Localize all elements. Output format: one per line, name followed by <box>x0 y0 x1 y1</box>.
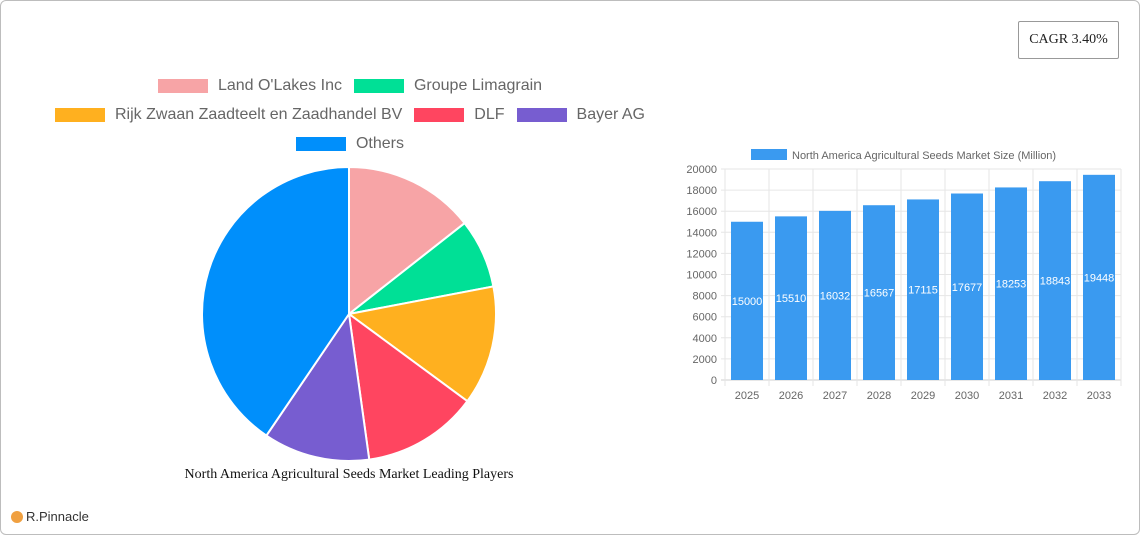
pie-slice-dlf[interactable] <box>347 311 469 461</box>
legend-item-dlf[interactable]: DLF <box>414 106 505 124</box>
brand-logo: R.Pinnacle <box>11 509 89 524</box>
x-tick-label: 2030 <box>955 390 979 402</box>
bar-value-label: 16567 <box>864 288 895 300</box>
bar-value-label: 15000 <box>732 296 763 308</box>
legend-swatch <box>516 108 567 122</box>
bar-value-label: 17677 <box>952 282 983 294</box>
legend-swatch <box>55 108 105 122</box>
bar-2027[interactable] <box>819 210 851 380</box>
bar-2025[interactable] <box>731 221 763 380</box>
legend-label: Land O'Lakes Inc <box>217 77 342 94</box>
bar-value-label: 18253 <box>996 279 1027 291</box>
bar-2032[interactable] <box>1039 181 1071 380</box>
bar-2033[interactable] <box>1083 174 1115 380</box>
y-tick-label: 18000 <box>686 185 717 197</box>
y-tick-label: 2000 <box>693 354 717 366</box>
pie-legend-row-1: Land O'Lakes Inc Groupe Limagrain <box>0 77 700 95</box>
bar-value-label: 18843 <box>1040 276 1071 288</box>
x-tick-label: 2032 <box>1043 390 1067 402</box>
bar-2029[interactable] <box>907 199 939 380</box>
pie-slice-others[interactable] <box>201 165 350 437</box>
legend-swatch <box>353 79 404 93</box>
x-tick-label: 2031 <box>999 390 1023 402</box>
y-tick-label: 8000 <box>693 291 717 303</box>
cagr-label: CAGR 3.40% <box>1029 32 1108 47</box>
bar-2030[interactable] <box>951 193 983 380</box>
legend-swatch <box>751 149 787 160</box>
bar-value-label: 19448 <box>1084 272 1115 284</box>
pie-legend-row-3: Others <box>0 135 700 153</box>
x-tick-label: 2028 <box>867 390 891 402</box>
pie-slice-rijk-zwaan-zaadteelt-en-zaadhandel-bv[interactable] <box>346 285 497 403</box>
y-tick-label: 16000 <box>686 206 717 218</box>
legend-label: Rijk Zwaan Zaadteelt en Zaadhandel BV <box>115 106 403 123</box>
y-tick-label: 20000 <box>686 164 717 176</box>
legend-label: DLF <box>474 106 505 123</box>
x-tick-label: 2026 <box>779 390 803 402</box>
x-tick-label: 2033 <box>1087 390 1111 402</box>
bar-value-label: 16032 <box>820 290 851 302</box>
legend-swatch <box>414 108 465 122</box>
pie-chart <box>201 165 497 462</box>
pie-slice-bayer-ag[interactable] <box>264 311 371 462</box>
y-tick-label: 4000 <box>693 333 717 345</box>
legend-swatch <box>157 79 208 93</box>
legend-item-others[interactable]: Others <box>295 135 404 153</box>
bar-value-label: 17115 <box>908 285 938 297</box>
legend-label: Bayer AG <box>576 106 645 123</box>
pie-chart-title: North America Agricultural Seeds Market … <box>184 467 514 482</box>
pie-legend-row-2: Rijk Zwaan Zaadteelt en Zaadhandel BV DL… <box>0 106 700 124</box>
legend-item-bayer[interactable]: Bayer AG <box>516 106 645 124</box>
cagr-badge: CAGR 3.40% <box>1018 21 1119 59</box>
y-tick-label: 14000 <box>686 227 717 239</box>
brand-name: R.Pinnacle <box>26 509 89 524</box>
legend-label: Groupe Limagrain <box>413 77 543 94</box>
x-tick-label: 2029 <box>911 390 935 402</box>
bar-2028[interactable] <box>863 205 895 380</box>
pie-slice-land-o-lakes-inc[interactable] <box>348 165 466 317</box>
legend-item-groupe-limagrain[interactable]: Groupe Limagrain <box>353 77 543 95</box>
legend-label: Others <box>355 135 404 152</box>
legend-item-land-olakes[interactable]: Land O'Lakes Inc <box>157 77 342 95</box>
legend-item-rijk-zwaan[interactable]: Rijk Zwaan Zaadteelt en Zaadhandel BV <box>55 106 402 124</box>
bar-2026[interactable] <box>775 216 807 380</box>
y-tick-label: 10000 <box>686 270 717 282</box>
logo-icon <box>11 510 23 523</box>
bar-legend[interactable]: North America Agricultural Seeds Market … <box>751 149 1056 162</box>
y-tick-label: 0 <box>711 375 717 387</box>
bar-value-label: 15510 <box>776 293 807 305</box>
bar-2031[interactable] <box>995 187 1027 380</box>
legend-swatch <box>295 137 346 151</box>
x-tick-label: 2025 <box>735 390 759 402</box>
x-tick-label: 2027 <box>823 390 847 402</box>
y-tick-label: 12000 <box>686 248 717 260</box>
legend-label: North America Agricultural Seeds Market … <box>792 150 1056 162</box>
y-tick-label: 6000 <box>693 312 717 324</box>
